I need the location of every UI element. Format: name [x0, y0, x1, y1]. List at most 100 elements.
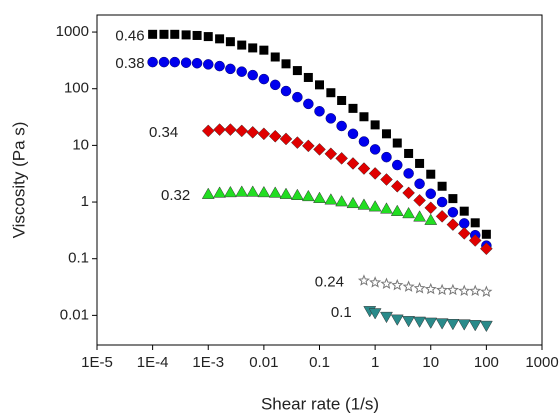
data-point: [292, 91, 303, 103]
data-point: [447, 207, 459, 218]
data-point: [279, 132, 293, 146]
data-point: [347, 128, 359, 140]
data-point: [402, 206, 416, 219]
data-point: [457, 227, 471, 240]
data-point: [159, 29, 169, 39]
data-point: [426, 169, 436, 179]
data-point: [201, 124, 215, 138]
data-point: [424, 213, 438, 225]
data-point: [380, 277, 393, 289]
data-point: [414, 178, 425, 190]
data-point: [413, 194, 426, 207]
data-point: [391, 278, 404, 291]
data-point: [270, 52, 280, 62]
y-tick-label: 100: [64, 80, 89, 97]
y-tick-label: 0.01: [60, 306, 89, 323]
data-point: [446, 283, 459, 296]
data-point: [213, 123, 226, 136]
data-point: [424, 282, 437, 295]
data-point: [446, 319, 460, 331]
data-point: [390, 204, 404, 216]
series-label: 0.38: [115, 55, 144, 72]
data-point: [348, 103, 358, 113]
data-point: [390, 179, 404, 193]
data-point: [225, 63, 236, 75]
data-point: [181, 30, 191, 40]
data-point: [326, 88, 336, 98]
data-point: [381, 151, 392, 163]
data-point: [147, 56, 158, 68]
series-label: 0.34: [149, 124, 178, 141]
data-point: [380, 202, 393, 214]
data-point: [413, 316, 427, 328]
data-point: [257, 185, 271, 198]
data-point: [214, 60, 225, 72]
series-label: 0.46: [115, 27, 144, 44]
x-tick-label: 1: [371, 354, 379, 371]
series-label: 0.32: [161, 187, 190, 204]
data-point: [470, 218, 480, 228]
data-point: [368, 308, 382, 320]
data-point: [380, 173, 393, 186]
data-point: [280, 85, 292, 97]
data-point: [436, 196, 448, 208]
y-axis-label: Viscosity (Pa s): [9, 122, 28, 239]
data-point: [223, 185, 237, 198]
data-point: [224, 123, 237, 136]
series-label: 0.1: [331, 304, 352, 321]
y-tick-label: 0.1: [68, 250, 89, 267]
data-point: [435, 318, 449, 330]
data-point: [247, 69, 258, 81]
data-point: [290, 188, 304, 200]
data-point: [402, 280, 415, 292]
data-point: [413, 281, 426, 294]
data-point: [435, 209, 449, 223]
data-point: [402, 186, 415, 200]
x-axis-label: Shear rate (1/s): [261, 394, 379, 413]
data-point: [404, 148, 414, 158]
data-point: [480, 242, 493, 256]
data-point: [380, 311, 393, 324]
data-point: [237, 40, 247, 50]
data-point: [357, 198, 371, 210]
data-point: [158, 56, 170, 68]
data-point: [359, 112, 369, 122]
data-point: [459, 206, 469, 216]
data-point: [248, 43, 258, 53]
series-label: 0.24: [315, 274, 344, 291]
data-point: [169, 56, 181, 68]
data-point: [324, 147, 338, 161]
data-point: [325, 113, 337, 124]
data-point: [279, 187, 293, 199]
data-point: [324, 193, 338, 205]
data-point: [437, 181, 447, 191]
data-point: [446, 218, 460, 231]
data-point: [313, 191, 326, 203]
data-point: [481, 229, 491, 239]
data-point: [357, 162, 371, 175]
data-point: [346, 196, 360, 209]
data-point: [180, 57, 192, 68]
data-point: [479, 320, 493, 333]
data-point: [257, 127, 271, 141]
data-point: [335, 152, 348, 165]
data-point: [458, 218, 470, 229]
data-point: [390, 314, 404, 326]
data-point: [370, 120, 380, 130]
x-tick-label: 1E-4: [137, 354, 169, 371]
data-point: [337, 95, 347, 105]
data-point: [369, 276, 382, 288]
data-point: [425, 188, 436, 200]
data-point: [336, 120, 347, 132]
data-point: [301, 189, 315, 202]
data-point: [303, 98, 314, 110]
x-tick-label: 0.1: [309, 354, 330, 371]
data-point: [468, 320, 482, 332]
data-point: [246, 125, 260, 139]
data-point: [192, 30, 202, 40]
data-point: [413, 210, 427, 222]
data-point: [468, 234, 482, 247]
data-point: [148, 29, 158, 39]
data-point: [235, 124, 249, 138]
